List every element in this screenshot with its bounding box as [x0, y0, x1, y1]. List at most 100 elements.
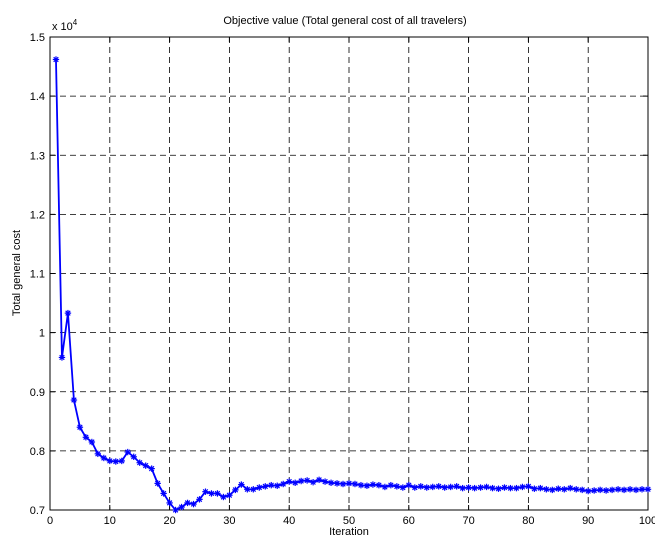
data-point — [297, 477, 305, 485]
data-point — [64, 309, 72, 317]
data-point — [393, 483, 401, 490]
x-tick-label: 90 — [582, 515, 594, 527]
data-point — [483, 483, 490, 491]
data-point — [321, 478, 329, 485]
data-point — [130, 453, 137, 460]
y-axis-title: Total general cost — [11, 230, 23, 316]
data-point — [561, 486, 568, 493]
data-point — [411, 484, 418, 491]
data-point — [531, 485, 538, 492]
grid-lines — [50, 37, 648, 510]
y-tick-label: 1.3 — [30, 150, 45, 162]
data-point — [256, 484, 263, 491]
data-point — [291, 479, 299, 487]
data-point — [238, 481, 245, 488]
data-point — [214, 490, 221, 497]
data-point — [543, 486, 550, 493]
data-point — [471, 484, 478, 492]
y-tick-label: 0.7 — [30, 505, 45, 517]
data-point — [608, 486, 616, 494]
data-point — [286, 478, 293, 485]
x-tick-label: 30 — [223, 515, 235, 527]
data-point — [644, 486, 652, 493]
data-point — [250, 486, 257, 493]
x-tick-label: 70 — [462, 515, 474, 527]
data-point — [399, 484, 407, 491]
data-point — [537, 484, 544, 492]
data-point — [602, 487, 610, 494]
data-point — [315, 476, 323, 484]
data-point — [369, 481, 377, 488]
data-point — [579, 486, 586, 494]
data-point — [148, 465, 155, 472]
data-point — [208, 490, 215, 497]
data-point — [638, 486, 646, 493]
data-point — [567, 484, 574, 492]
data-point — [381, 483, 389, 491]
data-point — [435, 483, 442, 490]
data-point — [507, 484, 514, 492]
data-point — [136, 459, 143, 466]
data-point — [405, 481, 412, 489]
y-tick-label: 1.4 — [30, 91, 45, 103]
data-point — [477, 484, 484, 491]
data-point — [184, 499, 191, 507]
x-tick-label: 0 — [47, 515, 53, 527]
data-point — [459, 484, 466, 492]
data-point — [626, 486, 634, 493]
data-point — [262, 483, 269, 490]
data-point — [118, 457, 125, 465]
chart-title: Objective value (Total general cost of a… — [223, 15, 466, 27]
y-tick-label: 0.9 — [30, 387, 45, 399]
x-tick-label: 100 — [639, 515, 655, 527]
data-point — [226, 492, 233, 499]
data-point — [268, 481, 275, 489]
data-point — [417, 483, 424, 490]
data-point — [76, 424, 84, 431]
data-point — [106, 457, 113, 465]
data-point — [70, 396, 78, 404]
data-point — [573, 486, 580, 493]
x-tick-label: 50 — [343, 515, 355, 527]
x-tick-label: 80 — [522, 515, 534, 527]
data-point — [549, 486, 556, 494]
data-point — [441, 484, 448, 491]
data-point — [387, 481, 395, 489]
data-point — [632, 486, 640, 494]
data-point — [112, 458, 119, 465]
data-point — [124, 448, 131, 456]
y-tick-label: 0.8 — [30, 446, 45, 458]
data-point — [585, 487, 592, 495]
data-point — [274, 482, 281, 489]
data-point — [94, 450, 102, 458]
data-point — [555, 485, 562, 492]
data-point — [202, 488, 209, 495]
data-point — [280, 480, 287, 488]
x-tick-label: 20 — [163, 515, 175, 527]
data-point — [351, 480, 359, 488]
data-point — [519, 483, 526, 491]
y-tick-label: 1 — [39, 328, 45, 340]
data-point — [489, 484, 496, 492]
data-point — [333, 480, 341, 487]
data-point — [363, 482, 371, 489]
data-point — [52, 56, 60, 63]
y-tick-label: 1.2 — [30, 209, 45, 221]
data-point — [166, 499, 173, 507]
data-point — [453, 483, 460, 490]
data-point — [244, 486, 251, 493]
data-point — [614, 486, 622, 493]
data-point — [495, 485, 502, 492]
data-point — [190, 500, 197, 508]
data-point — [357, 481, 365, 489]
x-axis: 0 10 20 30 40 50 60 70 80 90 100 — [47, 37, 655, 527]
x-tick-label: 60 — [403, 515, 415, 527]
data-point — [178, 503, 185, 511]
data-point — [172, 506, 179, 514]
data-point — [429, 483, 436, 491]
y-tick-label: 1.1 — [30, 269, 45, 281]
data-point — [160, 490, 167, 497]
data-point — [596, 486, 604, 494]
data-point — [423, 484, 430, 491]
